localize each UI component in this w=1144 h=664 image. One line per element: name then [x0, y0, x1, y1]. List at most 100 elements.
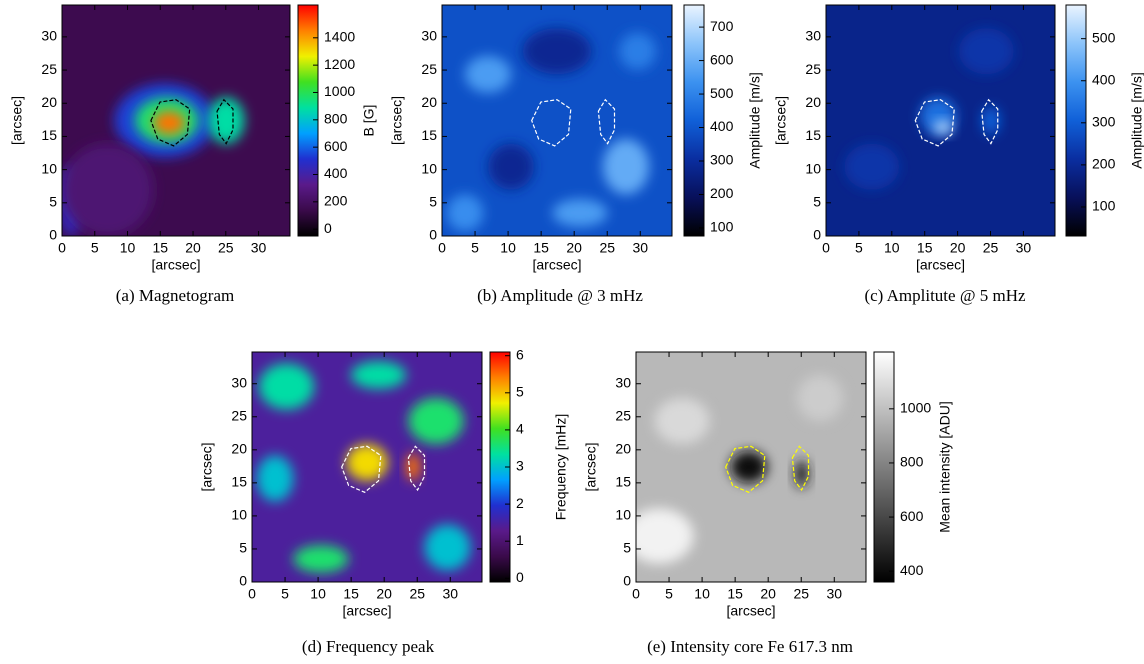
colorbar-tick-label: 500	[1092, 29, 1116, 45]
image-feature	[958, 28, 1014, 75]
contour	[531, 99, 572, 147]
y-tick-label: 20	[615, 441, 631, 457]
colorbar-tick-label: 6	[516, 346, 524, 362]
x-axis-label: [arcsec]	[342, 603, 391, 619]
colorbar-tick-label: 3	[516, 458, 524, 474]
colorbar-tick-label: 200	[324, 193, 348, 209]
colorbar-label: Frequency [mHz]	[553, 414, 569, 521]
colorbar-tick-label: 200	[710, 185, 734, 201]
image-feature	[654, 398, 710, 444]
x-tick-label: 25	[599, 240, 615, 256]
x-axis-label: [arcsec]	[916, 257, 965, 273]
colorbar-tick-label: 200	[1092, 156, 1116, 172]
x-tick-label: 0	[248, 586, 256, 602]
colorbar-tick-label: 0	[324, 220, 332, 236]
x-tick-label: 30	[632, 240, 648, 256]
colorbar-tick-label: 500	[710, 85, 734, 101]
image-feature	[346, 444, 388, 481]
colorbar	[873, 351, 895, 583]
x-tick-label: 30	[826, 586, 842, 602]
image-feature	[207, 97, 245, 144]
image-feature	[619, 32, 656, 70]
colorbar-tick-label: 700	[710, 18, 734, 34]
y-tick-label: 0	[429, 227, 437, 243]
image	[252, 352, 482, 582]
colorbar-tick-label: 800	[324, 111, 348, 127]
x-tick-label: 10	[694, 586, 710, 602]
image-feature	[293, 545, 349, 573]
contour	[981, 98, 999, 145]
x-axis-label: [arcsec]	[532, 257, 581, 273]
y-tick-label: 20	[805, 94, 821, 110]
colorbar	[297, 4, 319, 237]
image-feature	[153, 111, 186, 135]
image-feature	[730, 450, 768, 484]
colorbar-tick-label: 600	[900, 508, 924, 524]
y-tick-label: 10	[615, 507, 631, 523]
caption: (d) Frequency peak	[302, 637, 435, 656]
x-tick-label: 15	[533, 240, 549, 256]
image-feature	[446, 194, 484, 232]
y-tick-label: 0	[813, 227, 821, 243]
colorbar-tick-label: 300	[1092, 114, 1116, 130]
caption: (e) Intensity core Fe 617.3 nm	[647, 637, 853, 656]
x-tick-label: 25	[983, 240, 999, 256]
contour	[914, 99, 955, 147]
plot-frame	[61, 4, 291, 237]
plot-frame	[635, 351, 867, 583]
x-tick-label: 10	[500, 240, 516, 256]
y-tick-label: 10	[421, 160, 437, 176]
image-feature	[256, 455, 294, 502]
y-tick-label: 30	[231, 374, 247, 390]
contour	[150, 99, 191, 147]
y-tick-label: 0	[239, 573, 247, 589]
x-tick-label: 20	[185, 240, 201, 256]
colorbar-tick-label: 800	[900, 454, 924, 470]
panel: 0 5 10 15 20 25 30051015202530[arcsec][arcsec]…	[773, 4, 1144, 305]
y-axis-label: [arcsec]	[199, 442, 215, 491]
contour	[725, 445, 766, 493]
x-tick-label: 5	[665, 586, 673, 602]
image-feature	[844, 143, 900, 190]
x-tick-label: 10	[310, 586, 326, 602]
x-tick-label: 20	[566, 240, 582, 256]
plot-frame	[441, 4, 673, 237]
colorbar-tick-label: 1400	[324, 29, 355, 45]
x-tick-label: 5	[91, 240, 99, 256]
colorbar-tick-label: 1000	[324, 83, 355, 99]
image-feature	[636, 508, 694, 564]
image-feature	[933, 120, 952, 135]
colorbar-tick-label: 400	[710, 118, 734, 134]
x-tick-label: 30	[251, 240, 267, 256]
x-tick-label: 15	[343, 586, 359, 602]
contour	[341, 445, 382, 493]
colorbar-label: Amplitude [m/s]	[1129, 72, 1144, 168]
colorbar-tick-label: 1200	[324, 56, 355, 72]
y-tick-label: 5	[239, 540, 247, 556]
colorbar-tick-label: 0	[516, 569, 524, 585]
x-tick-label: 0	[58, 240, 66, 256]
plot-frame	[825, 4, 1056, 237]
caption: (b) Amplitude @ 3 mHz	[477, 286, 643, 305]
y-tick-label: 20	[41, 94, 57, 110]
y-tick-label: 0	[623, 573, 631, 589]
image	[636, 352, 866, 582]
x-tick-label: 5	[855, 240, 863, 256]
x-tick-label: 15	[152, 240, 168, 256]
y-tick-label: 15	[805, 127, 821, 143]
image	[442, 5, 672, 236]
x-axis-label: [arcsec]	[726, 603, 775, 619]
colorbar	[683, 4, 705, 237]
image-feature	[465, 55, 511, 93]
y-tick-label: 10	[805, 160, 821, 176]
x-axis-label: [arcsec]	[151, 257, 200, 273]
y-tick-label: 15	[421, 127, 437, 143]
colorbar-tick-label: 300	[710, 152, 734, 168]
colorbar-tick-label: 100	[710, 219, 734, 235]
image-feature	[488, 143, 534, 190]
x-tick-label: 0	[632, 586, 640, 602]
caption: (c) Amplitute @ 5 mHz	[864, 286, 1026, 305]
image	[62, 5, 290, 236]
x-tick-label: 25	[218, 240, 234, 256]
